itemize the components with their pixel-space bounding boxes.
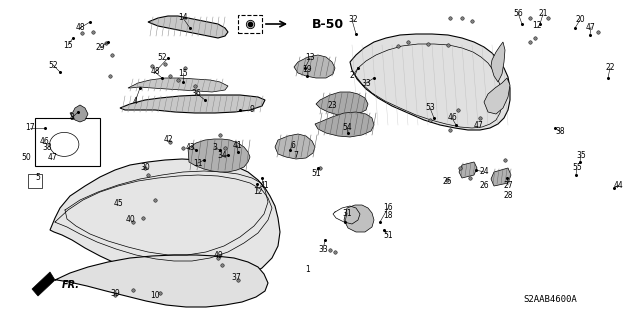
Text: 45: 45 [113, 199, 123, 209]
Text: FR.: FR. [62, 280, 80, 290]
Text: 32: 32 [348, 16, 358, 25]
Text: 50: 50 [21, 152, 31, 161]
Text: 40: 40 [125, 216, 135, 225]
Text: 2: 2 [349, 70, 355, 79]
Text: 52: 52 [48, 61, 58, 70]
Text: 46: 46 [447, 114, 457, 122]
Polygon shape [459, 162, 477, 178]
Text: 7: 7 [294, 152, 298, 160]
Text: 33: 33 [361, 78, 371, 87]
Text: 1: 1 [306, 265, 310, 275]
Polygon shape [491, 168, 511, 186]
Text: 25: 25 [442, 177, 452, 187]
Text: 52: 52 [157, 54, 167, 63]
Text: 12: 12 [532, 21, 541, 31]
Polygon shape [148, 16, 228, 38]
Polygon shape [344, 205, 374, 232]
Polygon shape [128, 78, 228, 92]
Text: 24: 24 [479, 167, 489, 176]
Text: 33: 33 [318, 246, 328, 255]
Text: 47: 47 [474, 122, 484, 130]
Text: 4: 4 [132, 98, 138, 107]
Text: 36: 36 [191, 88, 201, 98]
Text: 47: 47 [47, 152, 57, 161]
Text: 55: 55 [572, 162, 582, 172]
Text: 3: 3 [212, 144, 218, 152]
Text: 38: 38 [42, 144, 52, 152]
Text: 13: 13 [305, 54, 315, 63]
Text: 47: 47 [586, 23, 596, 32]
Polygon shape [50, 159, 280, 284]
Polygon shape [484, 78, 510, 114]
Text: 5: 5 [36, 173, 40, 182]
Text: 42: 42 [163, 136, 173, 145]
Polygon shape [55, 255, 268, 307]
Text: 44: 44 [614, 181, 624, 189]
Text: 28: 28 [503, 190, 513, 199]
Text: 39: 39 [110, 288, 120, 298]
Polygon shape [275, 134, 315, 159]
Text: 20: 20 [575, 16, 585, 25]
Text: 38: 38 [555, 127, 565, 136]
Text: 30: 30 [140, 164, 150, 173]
Text: 34: 34 [217, 151, 227, 160]
Text: 56: 56 [513, 9, 523, 18]
Text: 53: 53 [425, 103, 435, 113]
Text: 41: 41 [259, 181, 269, 189]
Text: 21: 21 [538, 10, 548, 19]
Text: 12: 12 [253, 187, 263, 196]
Text: 41: 41 [232, 140, 242, 150]
Polygon shape [294, 55, 335, 78]
Text: 15: 15 [178, 69, 188, 78]
Polygon shape [316, 92, 368, 116]
Text: 15: 15 [63, 41, 73, 49]
Text: 37: 37 [231, 273, 241, 283]
Text: 46: 46 [39, 137, 49, 146]
Text: 6: 6 [291, 140, 296, 150]
Text: 14: 14 [178, 13, 188, 23]
Text: 9: 9 [250, 106, 255, 115]
Text: B-50: B-50 [312, 18, 344, 31]
Polygon shape [120, 95, 265, 113]
Text: 48: 48 [75, 24, 85, 33]
Polygon shape [70, 105, 88, 122]
Text: 8: 8 [70, 114, 74, 122]
Text: 10: 10 [150, 291, 160, 300]
Polygon shape [491, 42, 505, 82]
Text: 31: 31 [342, 209, 352, 218]
Text: 17: 17 [25, 123, 35, 132]
Text: 43: 43 [186, 143, 196, 152]
Polygon shape [32, 272, 55, 296]
Text: 18: 18 [383, 211, 393, 220]
Text: 51: 51 [311, 168, 321, 177]
Text: 48: 48 [150, 68, 160, 77]
Text: 23: 23 [327, 100, 337, 109]
Text: 16: 16 [383, 204, 393, 212]
Text: 22: 22 [605, 63, 615, 72]
Text: 29: 29 [95, 43, 105, 53]
Text: 54: 54 [342, 123, 352, 132]
Polygon shape [188, 139, 250, 172]
Polygon shape [350, 34, 510, 130]
Text: 49: 49 [213, 251, 223, 261]
Text: 19: 19 [302, 65, 312, 75]
Text: 51: 51 [383, 231, 393, 240]
Text: 26: 26 [479, 181, 489, 189]
Text: 11: 11 [193, 159, 203, 167]
Polygon shape [315, 112, 374, 137]
Text: S2AAB4600A: S2AAB4600A [523, 295, 577, 305]
Text: 35: 35 [576, 151, 586, 160]
Text: 27: 27 [503, 181, 513, 189]
